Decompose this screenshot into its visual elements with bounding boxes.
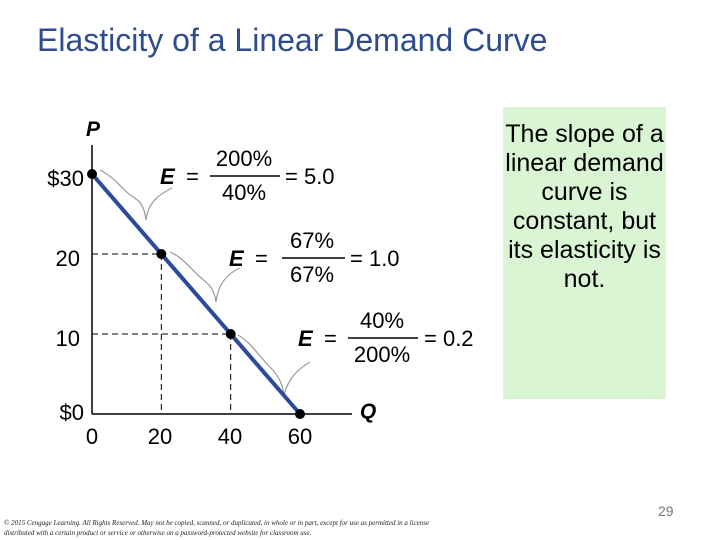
y-tick-label: 20 (56, 246, 80, 271)
curve-point (87, 169, 97, 179)
demand-curve (90, 172, 302, 416)
x-tick-label: 40 (218, 424, 242, 449)
x-tick-label: 60 (288, 424, 312, 449)
axes (91, 145, 352, 415)
equals-sign: = (186, 164, 199, 189)
denominator: 67% (290, 262, 334, 287)
elasticity-annotation-1: E = 200% 40% = 5.0 (160, 146, 335, 205)
numerator: 67% (290, 228, 334, 253)
numerator: 200% (216, 146, 272, 171)
y-tick-label: $0 (60, 400, 84, 425)
elasticity-label: E (298, 326, 314, 351)
x-tick-label: 20 (148, 424, 172, 449)
braces (99, 169, 311, 396)
note-text: The slope of a linear demand curve is co… (505, 120, 664, 293)
copyright-notice: © 2015 Cengage Learning. All Rights Rese… (4, 519, 430, 537)
x-axis-label: Q (360, 400, 376, 423)
page-title: Elasticity of a Linear Demand Curve (37, 22, 548, 58)
elasticity-annotation-3: E = 40% 200% = 0.2 (298, 308, 474, 367)
curve-point (295, 409, 305, 419)
result: = 0.2 (424, 326, 474, 351)
denominator: 200% (354, 342, 410, 367)
y-axis-label: P (86, 118, 101, 141)
y-tick-label: 10 (56, 326, 80, 351)
equals-sign: = (255, 246, 268, 271)
elasticity-annotation-2: E = 67% 67% = 1.0 (229, 228, 400, 287)
result: = 5.0 (285, 164, 335, 189)
result: = 1.0 (350, 246, 400, 271)
page-number: 29 (658, 503, 674, 519)
brace-2 (169, 251, 241, 303)
curve-point (225, 329, 236, 339)
x-tick-label: 0 (86, 424, 98, 449)
note-box (503, 107, 666, 399)
brace-3 (237, 334, 311, 396)
elasticity-label: E (229, 246, 245, 271)
y-tick-label: $30 (47, 166, 84, 191)
curve-points (87, 169, 305, 419)
elasticity-label: E (160, 164, 176, 189)
brace-1 (99, 169, 173, 221)
guide-lines (92, 253, 232, 414)
curve-point (156, 249, 167, 259)
equals-sign: = (324, 326, 337, 351)
numerator: 40% (360, 308, 404, 333)
denominator: 40% (222, 180, 266, 205)
